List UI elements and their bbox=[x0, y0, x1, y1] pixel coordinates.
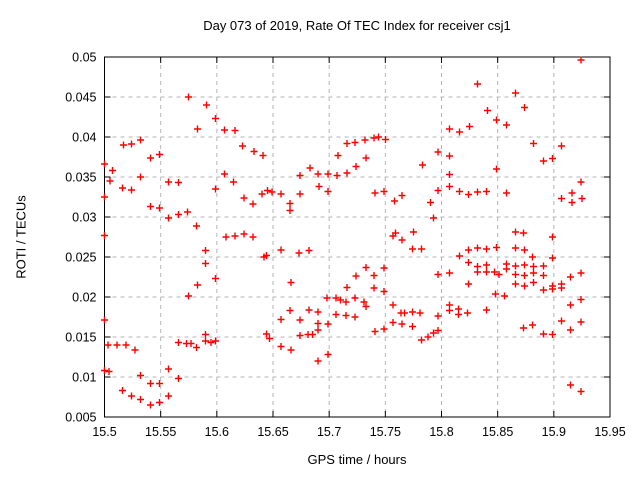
x-tick-label: 15.7 bbox=[317, 425, 341, 439]
data-points bbox=[101, 56, 586, 409]
plot-border bbox=[104, 56, 611, 418]
x-tick-label: 15.9 bbox=[542, 425, 566, 439]
y-tick-label: 0.015 bbox=[65, 331, 96, 345]
y-tick-label: 0.045 bbox=[65, 91, 96, 105]
y-tick-label: 0.035 bbox=[65, 171, 96, 185]
y-tick-label: 0.05 bbox=[72, 51, 96, 65]
x-tick-label: 15.55 bbox=[145, 425, 176, 439]
y-tick-label: 0.005 bbox=[65, 411, 96, 425]
x-tick-label: 15.65 bbox=[257, 425, 288, 439]
y-tick-label: 0.01 bbox=[72, 371, 96, 385]
y-tick-label: 0.025 bbox=[65, 251, 96, 265]
x-tick-label: 15.85 bbox=[482, 425, 513, 439]
x-tick-label: 15.75 bbox=[370, 425, 401, 439]
y-tick-label: 0.04 bbox=[72, 131, 96, 145]
x-tick-label: 15.5 bbox=[92, 425, 116, 439]
x-axis-label: GPS time / hours bbox=[307, 452, 407, 467]
y-tick-label: 0.03 bbox=[72, 211, 96, 225]
x-tick-label: 15.8 bbox=[429, 425, 453, 439]
chart-title: Day 073 of 2019, Rate Of TEC Index for r… bbox=[203, 18, 511, 33]
y-tick-label: 0.02 bbox=[72, 291, 96, 305]
x-tick-label: 15.6 bbox=[205, 425, 229, 439]
x-tick-label: 15.95 bbox=[594, 425, 625, 439]
